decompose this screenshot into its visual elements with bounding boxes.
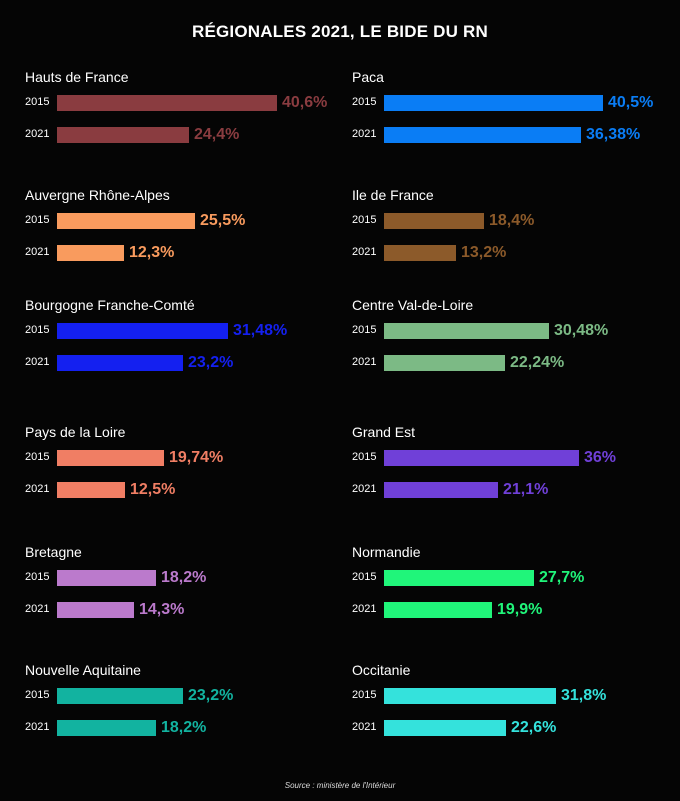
data-label: 18,4%: [489, 212, 535, 229]
region-panel: Bretagne 2015 18,2% 2021 14,3%: [25, 544, 345, 634]
year-label: 2015: [352, 689, 377, 701]
year-label: 2015: [25, 451, 50, 463]
bar-2021: [57, 720, 156, 736]
bar-2021: [384, 602, 492, 618]
bar-2015: [384, 323, 549, 339]
data-label: 22,6%: [511, 719, 557, 736]
year-label: 2015: [352, 571, 377, 583]
year-label: 2015: [352, 451, 377, 463]
data-label: 27,7%: [539, 569, 585, 586]
year-label: 2015: [352, 214, 377, 226]
region-panel: Auvergne Rhône-Alpes 2015 25,5% 2021 12,3%: [25, 187, 345, 277]
year-label: 2021: [25, 246, 50, 258]
data-label: 30,48%: [554, 322, 609, 339]
year-label: 2021: [25, 721, 50, 733]
year-label: 2015: [25, 96, 50, 108]
year-label: 2015: [25, 214, 50, 226]
year-label: 2015: [25, 689, 50, 701]
region-panel: Grand Est 2015 36% 2021 21,1%: [352, 424, 672, 514]
bar-2021: [57, 355, 183, 371]
year-label: 2021: [25, 128, 50, 140]
region-name: Bourgogne Franche-Comté: [25, 297, 195, 313]
bar-2015: [57, 95, 277, 111]
year-label: 2021: [352, 356, 377, 368]
data-label: 12,3%: [129, 244, 175, 261]
bar-2015: [57, 570, 156, 586]
region-panel: Normandie 2015 27,7% 2021 19,9%: [352, 544, 672, 634]
bar-2021: [384, 720, 506, 736]
bar-2021: [57, 127, 189, 143]
year-label: 2021: [25, 603, 50, 615]
bar-2015: [384, 95, 603, 111]
bar-2021: [57, 602, 134, 618]
year-label: 2015: [25, 324, 50, 336]
region-name: Normandie: [352, 544, 421, 560]
region-panel: Hauts de France 2015 40,6% 2021 24,4%: [25, 69, 345, 159]
year-label: 2021: [25, 356, 50, 368]
bar-2015: [384, 213, 484, 229]
year-label: 2021: [352, 128, 377, 140]
bar-2021: [57, 482, 125, 498]
region-name: Bretagne: [25, 544, 82, 560]
year-label: 2015: [352, 96, 377, 108]
bar-2015: [57, 688, 183, 704]
data-label: 19,9%: [497, 601, 543, 618]
data-label: 40,5%: [608, 94, 654, 111]
data-label: 18,2%: [161, 719, 207, 736]
region-name: Paca: [352, 69, 384, 85]
year-label: 2015: [352, 324, 377, 336]
data-label: 18,2%: [161, 569, 207, 586]
data-label: 23,2%: [188, 687, 234, 704]
chart-title: RÉGIONALES 2021, LE BIDE DU RN: [191, 22, 488, 41]
bar-2015: [384, 450, 579, 466]
data-label: 25,5%: [200, 212, 246, 229]
data-label: 23,2%: [188, 354, 234, 371]
region-name: Pays de la Loire: [25, 424, 126, 440]
data-label: 36,38%: [586, 126, 641, 143]
data-label: 36%: [584, 449, 617, 466]
year-label: 2021: [352, 483, 377, 495]
region-name: Occitanie: [352, 662, 411, 678]
bar-2021: [384, 482, 498, 498]
region-panel: Centre Val-de-Loire 2015 30,48% 2021 22,24%: [352, 297, 672, 387]
region-panel: Occitanie 2015 31,8% 2021 22,6%: [352, 662, 672, 752]
region-panel: Nouvelle Aquitaine 2015 23,2% 2021 18,2%: [25, 662, 345, 752]
bar-2021: [384, 245, 456, 261]
year-label: 2021: [25, 483, 50, 495]
region-panel: Bourgogne Franche-Comté 2015 31,48% 2021 23,…: [25, 297, 345, 387]
data-label: 31,8%: [561, 687, 607, 704]
data-label: 19,74%: [169, 449, 224, 466]
source-note: Source : ministère de l'Intérieur: [284, 781, 396, 790]
bar-2021: [384, 355, 505, 371]
region-panel: Paca 2015 40,5% 2021 36,38%: [352, 69, 672, 159]
bar-2021: [57, 245, 124, 261]
region-name: Nouvelle Aquitaine: [25, 662, 141, 678]
year-label: 2021: [352, 246, 377, 258]
bar-2015: [57, 323, 228, 339]
year-label: 2015: [25, 571, 50, 583]
bar-2015: [384, 570, 534, 586]
bar-2015: [57, 213, 195, 229]
year-label: 2021: [352, 603, 377, 615]
bar-2015: [57, 450, 164, 466]
data-label: 31,48%: [233, 322, 288, 339]
region-name: Auvergne Rhône-Alpes: [25, 187, 170, 203]
region-panel: Ile de France 2015 18,4% 2021 13,2%: [352, 187, 672, 277]
region-panel: Pays de la Loire 2015 19,74% 2021 12,5%: [25, 424, 345, 514]
data-label: 14,3%: [139, 601, 185, 618]
year-label: 2021: [352, 721, 377, 733]
data-label: 24,4%: [194, 126, 240, 143]
region-name: Grand Est: [352, 424, 416, 440]
data-label: 13,2%: [461, 244, 507, 261]
region-name: Centre Val-de-Loire: [352, 297, 474, 313]
bar-2015: [384, 688, 556, 704]
data-label: 40,6%: [282, 94, 328, 111]
data-label: 21,1%: [503, 481, 549, 498]
bar-2021: [384, 127, 581, 143]
region-name: Ile de France: [352, 187, 434, 203]
data-label: 12,5%: [130, 481, 176, 498]
data-label: 22,24%: [510, 354, 565, 371]
region-name: Hauts de France: [25, 69, 129, 85]
